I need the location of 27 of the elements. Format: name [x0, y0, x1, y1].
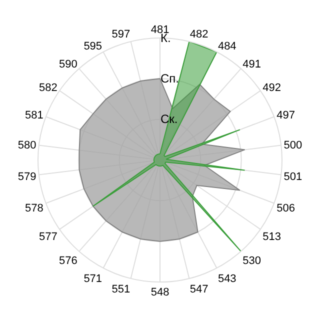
spoke-label: 530	[242, 255, 262, 268]
spoke-label: 551	[112, 284, 130, 296]
spoke-label: 491	[242, 58, 262, 71]
spoke-label: 579	[18, 171, 36, 184]
spoke-label: 582	[39, 82, 58, 94]
spoke-label: 578	[25, 202, 44, 215]
spoke-label: 506	[276, 202, 295, 215]
spoke-label: 548	[150, 286, 170, 299]
spoke-label: 547	[190, 284, 208, 296]
spoke-label: 580	[18, 140, 36, 152]
spoke-label: 576	[58, 255, 78, 268]
spoke-label: 513	[262, 231, 281, 244]
spoke-label: 543	[218, 272, 236, 285]
y-tick-label: Сп.	[160, 72, 179, 86]
spoke-label: 597	[112, 28, 130, 41]
spoke-label: 482	[190, 28, 208, 41]
spoke-label: 492	[262, 82, 281, 94]
spoke-label: 590	[58, 58, 78, 71]
spoke-label: 484	[218, 40, 236, 52]
spoke-label: 501	[284, 171, 302, 184]
spoke-label: 581	[25, 110, 44, 122]
spoke-label: 577	[39, 231, 58, 244]
spoke-label: 595	[84, 40, 102, 52]
spoke-label: 500	[284, 140, 302, 152]
spoke-label: 571	[84, 272, 102, 285]
y-tick-label: Ск.	[160, 112, 178, 126]
spoke-label: 497	[276, 110, 295, 122]
